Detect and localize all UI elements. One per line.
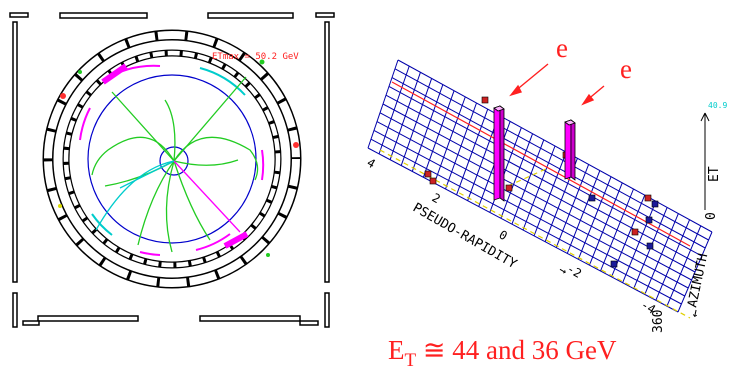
eta-tick-4: 4 [365,155,378,171]
grid-line [397,59,713,233]
grid-line [382,103,696,273]
etmax-label: ETmax = 50.2 GeV [212,52,299,62]
electron-label-1: e [556,33,568,63]
grid-line [376,121,689,289]
grid-line [367,147,679,313]
azimuth-label: AZIMUTH [685,252,711,309]
grid-line [385,94,699,265]
eta-tick-minus2: -2 [565,261,585,280]
caption: ET ≅ 44 and 36 GeV [388,335,617,371]
plot-center-line [391,81,691,247]
scale-value: 40.9 [708,101,727,110]
detector-end-view: ETmax = 50.2 GeV [9,12,335,328]
grid-line [388,85,703,257]
phi-tick-0: 0 [704,212,719,220]
grid-line [391,77,706,249]
grid-line [373,129,686,297]
eta-tick-minus4: -4 [639,297,659,316]
grid-line [394,68,709,241]
azimuth-arrow: ← [687,308,703,319]
eta-tick-2: 2 [430,190,443,206]
plot-dash-line-2 [507,167,549,187]
svg-text:ET ≅ 44 and 36 GeV: ET ≅ 44 and 36 GeV [388,335,617,371]
electron-tower-2 [564,119,576,181]
caption-et: E [388,335,405,365]
inner-segment-ring [62,49,282,269]
grid-line [370,138,682,305]
tracks [91,76,259,253]
et-axis-label: ET [707,166,722,182]
outer-frame [9,12,335,328]
lego-plot: ET 40.9 4 2 0 -2 -4 PSEUDO-RAPIDITY → 0 … [365,33,728,333]
grid-line [379,112,692,281]
preshower-arcs [79,64,265,256]
lego-grid [367,59,713,313]
electron-label-2: e [620,54,632,84]
electron-tower-1 [493,105,505,202]
caption-subscript: T [405,350,417,371]
electron-arrows [509,63,605,106]
outer-segment-ring [42,29,302,289]
phi-tick-360: 360 [651,310,666,333]
eta-tick-0: 0 [497,227,510,243]
et-axis [700,112,710,210]
vertex-detector [159,146,189,176]
caption-text: ≅ 44 and 36 GeV [416,335,617,365]
